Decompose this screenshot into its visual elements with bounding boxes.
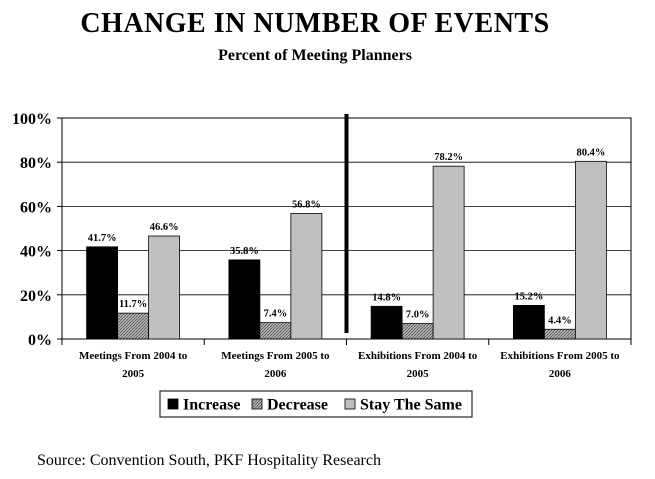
bar xyxy=(259,322,292,340)
bar xyxy=(574,160,607,340)
y-tick-label: 60% xyxy=(20,199,52,216)
category-label: Meetings From 2004 to xyxy=(79,350,188,362)
data-label: 7.4% xyxy=(264,309,288,320)
bar xyxy=(370,305,403,340)
category-label: 2005 xyxy=(122,368,145,380)
bar xyxy=(86,246,119,340)
category-label: Meetings From 2005 to xyxy=(221,350,330,362)
y-tick-label: 0% xyxy=(28,332,52,349)
bar-chart: 0% 20% 40% 60% 80% 100% 41.7% 11.7% 46.6% Meeting… xyxy=(12,111,632,418)
legend-swatch xyxy=(167,398,179,410)
y-tick-label: 100% xyxy=(12,111,52,128)
bar xyxy=(401,323,434,340)
y-tick-label: 80% xyxy=(20,155,52,172)
chart-title: CHANGE IN NUMBER OF EVENTS xyxy=(80,8,550,39)
data-label: 11.7% xyxy=(119,299,147,310)
legend-label: Increase xyxy=(183,397,240,414)
data-label: 35.8% xyxy=(230,246,259,257)
source-note: Source: Convention South, PKF Hospitalit… xyxy=(37,452,381,469)
data-label: 46.6% xyxy=(150,222,179,233)
y-tick-label: 40% xyxy=(20,244,52,261)
bar xyxy=(512,305,545,340)
data-label: 7.0% xyxy=(406,310,430,321)
legend-label: Decrease xyxy=(267,397,328,414)
category-label: 2006 xyxy=(264,368,287,380)
legend-box xyxy=(159,390,473,418)
bar xyxy=(432,165,465,340)
legend-label: Stay The Same xyxy=(360,397,462,414)
data-label: 14.8% xyxy=(372,292,401,303)
legend: Increase Decrease Stay The Same xyxy=(159,390,473,418)
data-label: 80.4% xyxy=(576,147,605,158)
legend-swatch xyxy=(344,398,356,410)
bar xyxy=(117,312,150,340)
data-label: 78.2% xyxy=(434,152,463,163)
data-label: 41.7% xyxy=(88,233,117,244)
category-label: Exhibitions From 2004 to xyxy=(358,350,478,362)
category-label: Exhibitions From 2005 to xyxy=(500,350,620,362)
y-tick-label: 20% xyxy=(20,288,52,305)
bar xyxy=(148,235,181,340)
bar xyxy=(543,328,576,340)
bar xyxy=(290,213,323,340)
chart-subtitle: Percent of Meeting Planners xyxy=(218,47,412,64)
category-label: 2005 xyxy=(407,368,430,380)
data-label: 56.8% xyxy=(292,199,321,210)
plot-area: 0% 20% 40% 60% 80% 100% 41.7% 11.7% 46.6% Meeting… xyxy=(12,111,632,380)
category-label: 2006 xyxy=(549,368,572,380)
data-label: 4.4% xyxy=(548,315,572,326)
bar xyxy=(228,259,261,340)
data-label: 15.2% xyxy=(514,291,543,302)
legend-swatch xyxy=(251,398,263,410)
